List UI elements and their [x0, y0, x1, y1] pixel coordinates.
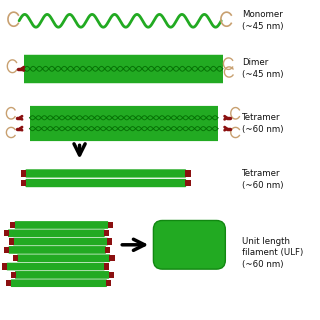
Bar — [108, 222, 113, 228]
Text: Tetramer
(~60 nm): Tetramer (~60 nm) — [242, 169, 284, 189]
Bar — [109, 255, 115, 261]
Text: Monomer
(~45 nm): Monomer (~45 nm) — [242, 11, 284, 31]
Bar — [2, 263, 7, 270]
FancyBboxPatch shape — [26, 169, 186, 178]
Bar — [6, 280, 12, 286]
Text: Tetramer
(~60 nm): Tetramer (~60 nm) — [242, 113, 284, 134]
Bar — [105, 247, 110, 253]
FancyBboxPatch shape — [13, 238, 108, 245]
FancyBboxPatch shape — [17, 254, 110, 262]
FancyBboxPatch shape — [15, 221, 108, 229]
Bar — [21, 180, 27, 186]
Bar — [104, 263, 109, 270]
Text: Dimer
(~45 nm): Dimer (~45 nm) — [242, 59, 284, 79]
FancyBboxPatch shape — [26, 179, 186, 187]
FancyBboxPatch shape — [8, 229, 105, 237]
FancyBboxPatch shape — [15, 271, 109, 279]
FancyBboxPatch shape — [153, 220, 225, 269]
FancyBboxPatch shape — [9, 246, 106, 254]
Bar — [104, 230, 109, 236]
Bar — [11, 272, 16, 278]
Text: Unit length
filament (ULF)
(~60 nm): Unit length filament (ULF) (~60 nm) — [242, 236, 303, 269]
Bar — [4, 230, 9, 236]
Bar — [107, 238, 112, 245]
Bar — [108, 272, 114, 278]
FancyBboxPatch shape — [7, 263, 105, 270]
Bar — [4, 247, 9, 253]
FancyBboxPatch shape — [11, 279, 107, 287]
Bar — [13, 255, 18, 261]
Bar — [185, 170, 191, 177]
Bar — [185, 180, 191, 186]
Bar — [10, 222, 15, 228]
Bar — [21, 170, 27, 177]
Bar — [9, 238, 14, 245]
Bar — [106, 280, 111, 286]
